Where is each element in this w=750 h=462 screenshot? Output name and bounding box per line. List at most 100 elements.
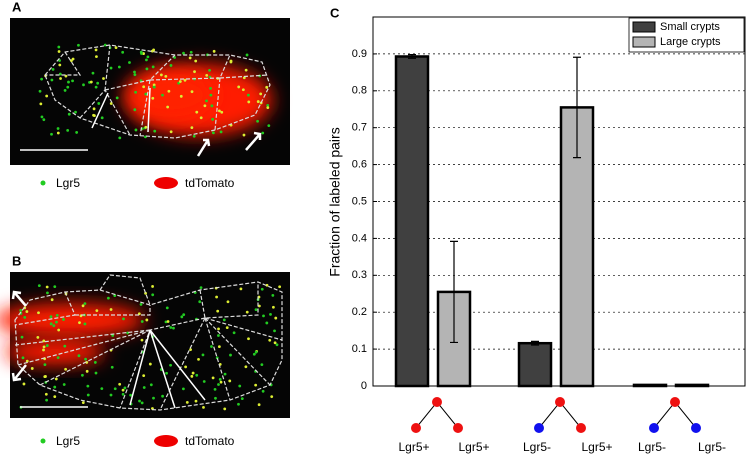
speckle xyxy=(92,107,96,111)
y-axis-label: Fraction of labeled pairs xyxy=(327,127,343,276)
speckle xyxy=(217,345,221,349)
speckle xyxy=(23,315,27,319)
speckle xyxy=(216,309,220,313)
speckle xyxy=(36,335,40,339)
speckle xyxy=(91,71,95,75)
speckle xyxy=(66,129,70,132)
speckle xyxy=(62,318,65,321)
speckle xyxy=(117,65,121,69)
speckle xyxy=(219,130,223,134)
legend-swatch xyxy=(632,21,656,33)
speckle xyxy=(272,305,275,309)
speckle xyxy=(217,334,220,337)
speckle xyxy=(58,72,62,76)
speckle xyxy=(190,126,194,130)
speckle xyxy=(19,309,23,312)
x-tick-label: Lgr5+ xyxy=(581,440,612,454)
speckle xyxy=(30,367,34,370)
speckle xyxy=(74,110,77,114)
speckle xyxy=(254,350,258,354)
speckle xyxy=(25,359,29,363)
speckle xyxy=(208,68,211,72)
speckle xyxy=(149,383,153,387)
speckle xyxy=(164,320,168,324)
speckle xyxy=(212,49,216,53)
speckle xyxy=(134,90,138,94)
speckle xyxy=(247,100,251,104)
legend-label: Small crypts xyxy=(660,21,720,33)
speckle xyxy=(77,354,81,358)
speckle xyxy=(133,108,137,112)
speckle xyxy=(223,372,227,376)
speckle xyxy=(202,380,206,383)
speckle xyxy=(188,56,192,60)
speckle xyxy=(133,70,136,74)
speckle xyxy=(94,371,98,375)
speckle xyxy=(210,345,213,348)
speckle xyxy=(256,119,259,123)
speckle xyxy=(246,93,250,97)
legend-label: tdTomato xyxy=(185,434,235,448)
speckle xyxy=(151,65,155,69)
y-tick-label: 0.7 xyxy=(352,122,367,134)
speckle xyxy=(44,392,48,396)
speckle xyxy=(56,127,60,130)
speckle xyxy=(81,304,85,308)
speckle xyxy=(83,302,87,306)
speckle xyxy=(182,387,185,391)
tree-node xyxy=(453,423,463,433)
speckle xyxy=(144,125,148,129)
speckle xyxy=(190,374,194,378)
speckle xyxy=(226,300,230,304)
speckle xyxy=(232,331,236,335)
speckle xyxy=(45,94,49,98)
speckle xyxy=(203,104,207,108)
speckle xyxy=(118,382,122,386)
speckle xyxy=(225,326,229,330)
speckle xyxy=(45,285,49,289)
speckle xyxy=(166,320,170,323)
speckle xyxy=(198,300,202,304)
tree-node xyxy=(411,423,421,433)
speckle xyxy=(54,377,58,381)
speckle xyxy=(195,373,199,377)
x-tick-label: Lgr5- xyxy=(523,440,551,454)
speckle xyxy=(271,293,275,297)
speckle xyxy=(42,339,46,343)
speckle xyxy=(268,338,272,342)
speckle xyxy=(138,399,141,403)
speckle xyxy=(172,326,175,330)
speckle xyxy=(260,363,264,367)
speckle xyxy=(218,109,221,113)
speckle xyxy=(215,295,218,299)
error-bar xyxy=(531,340,539,346)
speckle xyxy=(150,49,154,53)
speckle xyxy=(195,110,199,114)
speckle xyxy=(218,377,222,381)
panel-label: A xyxy=(12,0,22,14)
speckle xyxy=(82,83,85,87)
speckle xyxy=(50,132,53,136)
x-tick-label: Lgr5- xyxy=(638,440,666,454)
speckle xyxy=(229,60,233,64)
speckle xyxy=(153,129,157,133)
speckle xyxy=(185,400,189,404)
speckle xyxy=(165,306,169,310)
speckle xyxy=(166,105,170,109)
speckle xyxy=(95,309,99,313)
bar xyxy=(394,55,430,388)
speckle xyxy=(205,99,208,103)
speckle xyxy=(123,386,127,390)
speckle xyxy=(161,394,164,398)
speckle xyxy=(40,77,44,81)
speckle xyxy=(265,321,269,325)
speckle xyxy=(229,353,232,357)
speckle xyxy=(110,365,114,369)
speckle xyxy=(113,387,117,391)
tree-node xyxy=(670,397,680,407)
speckle xyxy=(53,285,57,288)
speckle xyxy=(266,106,270,109)
speckle xyxy=(38,89,42,93)
speckle xyxy=(228,379,232,383)
